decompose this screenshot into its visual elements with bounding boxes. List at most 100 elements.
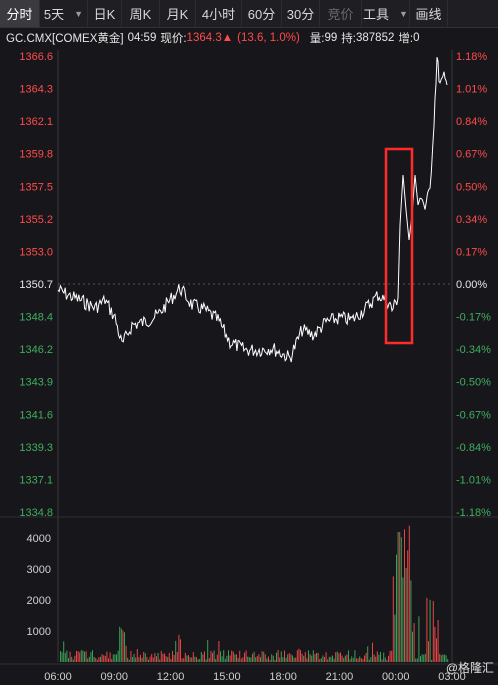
tab-7[interactable]: 30分 (282, 0, 320, 27)
volume-bar (412, 631, 413, 662)
volume-bar (144, 653, 146, 662)
tab-label: 30分 (286, 7, 315, 22)
increase-value: 0 (413, 32, 420, 44)
volume-bar (388, 655, 389, 662)
percent-tick-label: -1.01% (456, 474, 491, 486)
price-tick-label: 1346.2 (19, 344, 53, 356)
volume-bar (180, 639, 181, 662)
volume-bar (122, 630, 124, 662)
price-tick-label: 1343.9 (19, 377, 53, 389)
volume-bar (396, 554, 397, 662)
volume-bar (197, 659, 199, 662)
chart-toolbar: 分时 5天 ▼ 日K 周K 月K 4小时 60分 30分 竞价 工具 ▼ 画线 (0, 0, 498, 28)
volume-bar (212, 652, 213, 662)
volume-bar (143, 652, 145, 662)
volume-bar (423, 654, 425, 662)
percent-tick-label: -0.50% (456, 377, 491, 389)
volume-bar (157, 653, 159, 662)
volume-tick-label: 1000 (27, 626, 51, 638)
volume-bar (128, 659, 130, 662)
volume-bar (90, 652, 92, 662)
tab-5[interactable]: 4小时 (196, 0, 242, 27)
tab-label: 周K (129, 7, 152, 22)
volume-bar (202, 654, 204, 662)
tab-label: 60分 (247, 7, 276, 22)
volume-bar (135, 657, 137, 662)
tab-0[interactable]: 分时 (0, 0, 40, 27)
volume-bar (405, 568, 407, 662)
volume-bar (159, 659, 161, 662)
volume-bar (381, 659, 383, 662)
volume-bar (295, 657, 297, 662)
volume-bar (194, 656, 196, 662)
tab-10[interactable]: 画线 (410, 0, 448, 27)
tab-8[interactable]: 竞价 (320, 0, 362, 27)
volume-bar (218, 641, 220, 662)
volume-bar (330, 656, 332, 662)
volume-bar (357, 658, 359, 662)
volume-bar (351, 656, 353, 662)
volume-bar (240, 658, 242, 662)
volume-bar (96, 659, 98, 662)
volume-bar (151, 654, 153, 662)
symbol-label: GC.CMX[COMEX黄金] (6, 33, 124, 45)
up-arrow-icon: ▲ (221, 32, 234, 44)
price-tick-label: 1359.8 (19, 149, 53, 161)
volume-bar (392, 576, 394, 662)
volume-bar (432, 601, 434, 662)
time-tick-label: 00:00 (382, 671, 410, 683)
volume-bar (431, 659, 433, 662)
tab-label: 5天 (43, 7, 65, 22)
volume-bar (365, 653, 367, 662)
volume-bar (340, 652, 341, 662)
tab-2[interactable]: 日K (88, 0, 122, 27)
tab-1[interactable]: 5天 ▼ (40, 0, 88, 27)
tab-label: 4小时 (201, 7, 236, 22)
volume-bar (199, 659, 201, 662)
volume-bar (120, 628, 122, 662)
volume-bar (84, 651, 85, 662)
highlight-box (384, 147, 414, 345)
volume-bar (138, 657, 140, 662)
volume-bar (207, 640, 209, 662)
volume-bar (360, 658, 362, 662)
volume-bar (332, 655, 333, 662)
volume-bar (322, 655, 324, 662)
price-tick-label: 1355.2 (19, 214, 53, 226)
volume-bar (440, 655, 442, 662)
volume-bar (276, 652, 277, 662)
tab-9[interactable]: 工具 ▼ (362, 0, 410, 27)
volume-bar (244, 652, 245, 662)
volume-bar (232, 651, 234, 662)
time-tick-label: 18:00 (269, 671, 297, 683)
tab-3[interactable]: 周K (122, 0, 160, 27)
volume-bar (80, 650, 82, 662)
volume-bar (175, 640, 177, 662)
volume-bar (234, 654, 236, 662)
volume-bar (188, 655, 189, 662)
volume-bar (71, 656, 73, 662)
intraday-chart[interactable]: 1366.6 1.18% 1364.3 1.01% 1362.1 0.84% 1359.8 0… (0, 48, 498, 685)
volume-bar (215, 659, 217, 662)
price-tick-label: 1353.0 (19, 246, 53, 258)
volume-bar (152, 657, 154, 662)
volume-bar (279, 657, 281, 662)
tab-4[interactable]: 月K (160, 0, 196, 27)
percent-tick-label: 0.50% (456, 181, 487, 193)
volume-bar (231, 650, 233, 662)
volume-bar (173, 654, 175, 662)
volume-bar (216, 654, 218, 662)
volume-bar (130, 650, 132, 662)
price-tick-label: 1334.8 (19, 507, 53, 519)
volume-bar (98, 657, 100, 662)
volume-bar (356, 658, 357, 662)
price-tick-label: 1341.6 (19, 409, 53, 421)
volume-bar (160, 651, 162, 662)
volume-bar (418, 616, 420, 662)
volume-bar (95, 658, 97, 662)
tab-label: 竞价 (327, 7, 354, 22)
volume-bar (133, 654, 135, 662)
tab-6[interactable]: 60分 (242, 0, 282, 27)
volume-bar (125, 645, 127, 662)
volume-bar (140, 654, 141, 662)
